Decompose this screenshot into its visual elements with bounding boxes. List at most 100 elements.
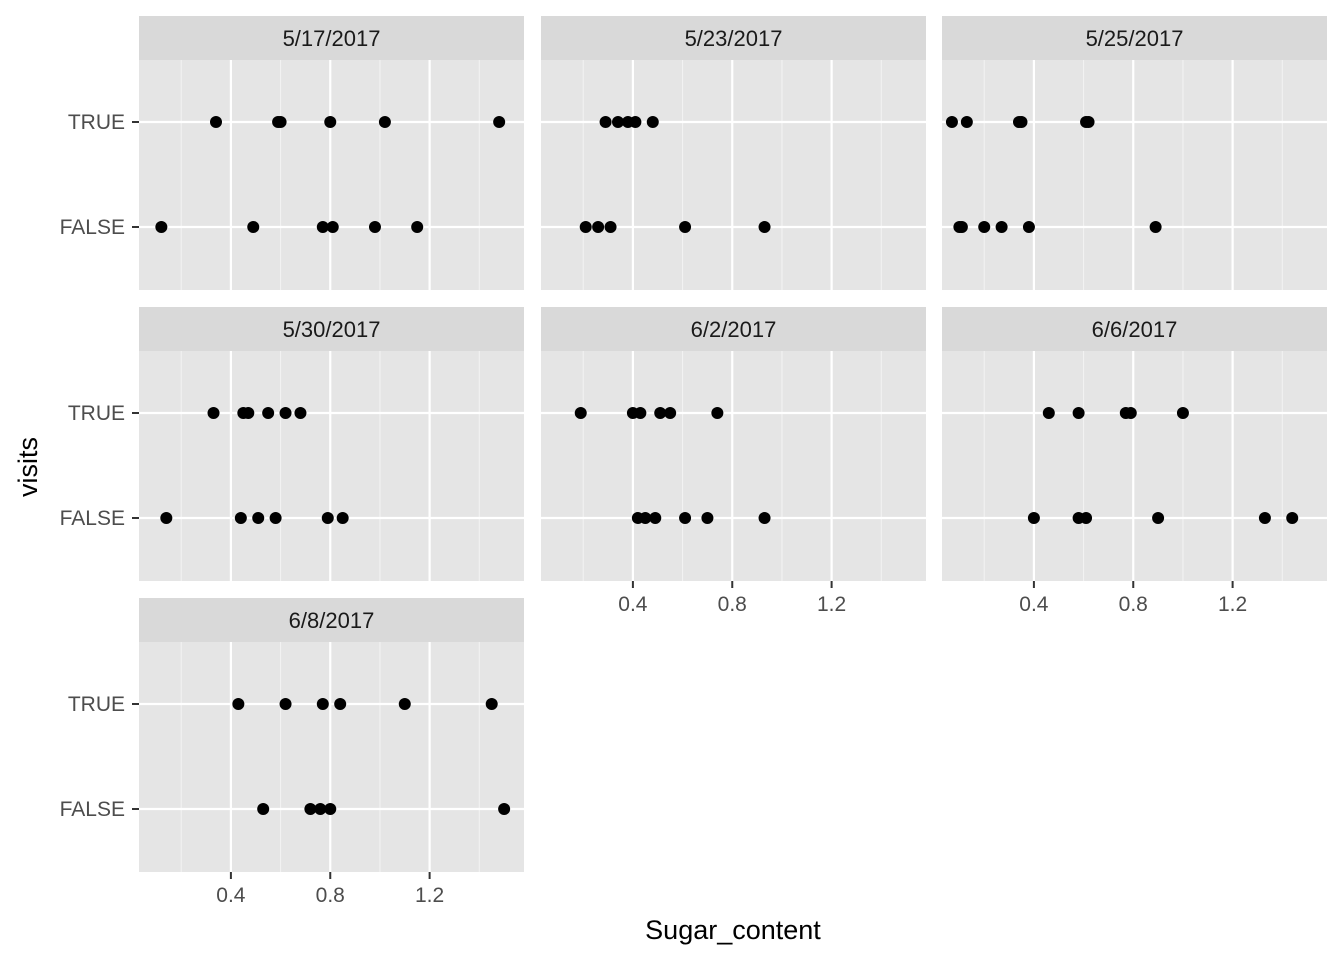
data-point <box>1022 221 1035 233</box>
data-point <box>242 407 255 419</box>
data-point <box>368 221 381 233</box>
data-point <box>334 698 347 710</box>
data-point <box>758 221 771 233</box>
data-point <box>274 116 287 128</box>
data-point <box>758 512 771 524</box>
facet-strip-label: 6/6/2017 <box>1092 317 1178 342</box>
facet-strip-label: 5/25/2017 <box>1086 26 1184 51</box>
facet-strip <box>942 16 1327 60</box>
data-point <box>324 116 337 128</box>
data-point <box>960 116 973 128</box>
data-point <box>955 221 968 233</box>
data-point <box>945 116 958 128</box>
data-point <box>995 221 1008 233</box>
data-point <box>304 803 317 815</box>
data-point <box>978 221 991 233</box>
data-point <box>612 116 624 128</box>
data-point <box>664 407 677 419</box>
panel-background <box>139 642 524 872</box>
x-tick-label: 0.4 <box>216 884 246 907</box>
data-point <box>654 407 667 419</box>
facet-strip-label: 5/30/2017 <box>283 317 381 342</box>
panel-background <box>139 351 524 581</box>
y-tick-label: FALSE <box>60 798 125 821</box>
facet-panel: 5/25/2017 <box>942 16 1327 290</box>
data-point <box>646 116 659 128</box>
data-point <box>411 221 424 233</box>
data-point <box>592 221 605 233</box>
x-tick-label: 0.4 <box>1019 593 1049 616</box>
data-point <box>1124 407 1137 419</box>
data-point <box>232 698 245 710</box>
y-tick-label: FALSE <box>60 507 125 530</box>
y-tick-label: TRUE <box>68 693 125 716</box>
data-point <box>1149 221 1162 233</box>
data-point <box>634 407 647 419</box>
facet-panel: 5/30/2017 FALSE TRUE <box>60 307 524 581</box>
facet-strip-label: 5/23/2017 <box>685 26 783 51</box>
data-point <box>485 698 498 710</box>
facet-strip-label: 6/2/2017 <box>691 317 777 342</box>
x-tick-label: 1.2 <box>415 884 444 907</box>
x-tick-label: 1.2 <box>817 593 846 616</box>
facet-strip-label: 5/17/2017 <box>283 26 381 51</box>
data-point <box>316 698 329 710</box>
facet-strip-label: 6/8/2017 <box>289 608 375 633</box>
data-point <box>701 512 714 524</box>
facet-strip <box>942 307 1327 351</box>
x-tick-label: 0.8 <box>316 884 345 907</box>
data-point <box>639 512 652 524</box>
y-tick-label: TRUE <box>68 111 125 134</box>
facet-panel: 6/2/2017 0.4 0.8 1.2 <box>541 307 926 616</box>
data-point <box>294 407 307 419</box>
panel-background <box>541 351 926 581</box>
data-point <box>579 221 592 233</box>
data-point <box>262 407 275 419</box>
data-point <box>1015 116 1028 128</box>
data-point <box>210 116 222 128</box>
data-point <box>1258 512 1271 524</box>
data-point <box>1082 116 1095 128</box>
data-point <box>207 407 220 419</box>
data-point <box>321 512 334 524</box>
data-point <box>324 803 337 815</box>
facet-panel: 6/8/2017 FALSE TRUE 0.4 0.8 1.2 <box>60 598 524 907</box>
data-point <box>1042 407 1055 419</box>
panel-background <box>541 60 926 290</box>
data-point <box>1152 512 1165 524</box>
data-point <box>316 221 329 233</box>
data-point <box>574 407 587 419</box>
data-point <box>649 512 662 524</box>
data-point <box>279 407 292 419</box>
panel-background <box>139 60 524 290</box>
y-axis-title: visits <box>13 437 43 497</box>
data-point <box>326 221 339 233</box>
data-point <box>247 221 260 233</box>
data-point <box>257 803 270 815</box>
data-point <box>314 803 327 815</box>
facet-panel: 6/6/2017 0.4 0.8 1.2 <box>942 307 1327 616</box>
facet-panel: 5/17/2017 FALSE TRUE <box>60 16 524 290</box>
panel-background <box>942 351 1327 581</box>
data-point <box>234 512 247 524</box>
facet-strip <box>139 307 524 351</box>
x-tick-label: 1.2 <box>1218 593 1247 616</box>
data-point <box>1286 512 1299 524</box>
x-tick-label: 0.8 <box>1119 593 1148 616</box>
facet-strip <box>139 16 524 60</box>
data-point <box>1176 407 1189 419</box>
y-tick-label: FALSE <box>60 216 125 239</box>
facet-panels: 5/17/2017 FALSE TRUE 5/23/2017 5/25/2017 5/30… <box>60 16 1327 907</box>
data-point <box>1027 512 1040 524</box>
x-tick-label: 0.4 <box>618 593 648 616</box>
facet-strip <box>139 598 524 642</box>
y-tick-label: TRUE <box>68 402 125 425</box>
data-point <box>604 221 617 233</box>
data-point <box>269 512 282 524</box>
data-point <box>378 116 391 128</box>
facet-panel: 5/23/2017 <box>541 16 926 290</box>
data-point <box>160 512 173 524</box>
data-point <box>599 116 612 128</box>
x-axis-title: Sugar_content <box>645 915 821 945</box>
